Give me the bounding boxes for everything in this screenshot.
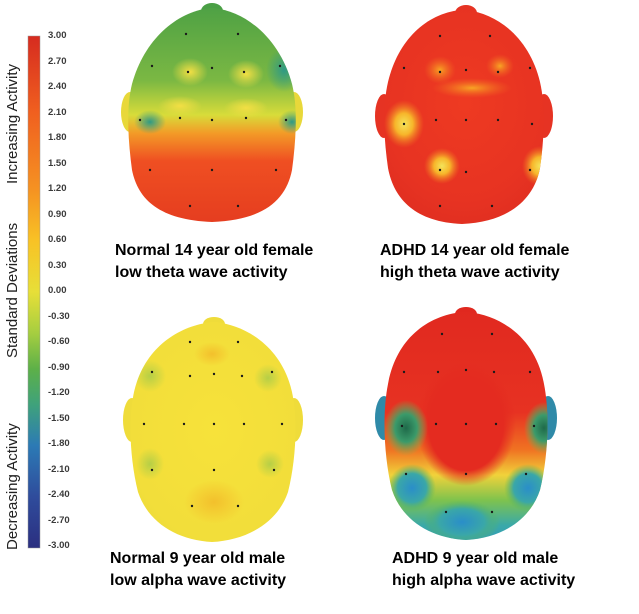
- caption-line-1: ADHD 14 year old female: [380, 242, 570, 259]
- colorbar-tick: 1.50: [48, 157, 67, 169]
- caption-line-2: low theta wave activity: [115, 264, 288, 281]
- colorbar-tick: -1.50: [48, 412, 70, 424]
- head-normal-theta: [121, 3, 303, 222]
- colorbar-tick: -3.00: [48, 540, 70, 551]
- colorbar-tick: -0.60: [48, 336, 70, 347]
- colorbar-frame: [27, 35, 41, 549]
- caption-adhd-theta: ADHD 14 year old female high theta wave …: [380, 240, 569, 284]
- colorbar-tick: -0.30: [48, 310, 70, 322]
- colorbar-tick: 1.80: [48, 132, 67, 143]
- colorbar-tick: 2.40: [48, 81, 67, 92]
- colorbar: [28, 36, 40, 548]
- colorbar-tick: -2.10: [48, 463, 70, 475]
- colorbar-title: Standard Deviations: [4, 222, 21, 358]
- colorbar-tick: 0.60: [48, 234, 67, 245]
- caption-normal-alpha: Normal 9 year old male low alpha wave ac…: [110, 548, 286, 592]
- head-normal-alpha: [123, 317, 303, 542]
- colorbar-tick: 0.90: [48, 208, 67, 220]
- colorbar-tick: 2.10: [48, 106, 67, 118]
- colorbar-tick: -1.80: [48, 438, 70, 449]
- colorbar-tick: 3.00: [48, 30, 67, 41]
- caption-normal-theta: Normal 14 year old female low theta wave…: [115, 240, 313, 284]
- caption-line-2: high theta wave activity: [380, 264, 560, 281]
- colorbar-tick: 1.20: [48, 183, 67, 194]
- colorbar-tick: 0.30: [48, 259, 67, 271]
- colorbar-tick: 2.70: [48, 55, 67, 67]
- caption-adhd-alpha: ADHD 9 year old male high alpha wave act…: [392, 548, 575, 592]
- colorbar-bottom-label: Decreasing Activity: [4, 423, 21, 550]
- caption-line-2: low alpha wave activity: [110, 572, 287, 589]
- caption-line-2: high alpha wave activity: [392, 572, 576, 589]
- electrode-markers: [138, 32, 536, 514]
- caption-line-1: ADHD 9 year old male: [392, 550, 559, 567]
- colorbar-top-label: Increasing Activity: [4, 63, 21, 184]
- head-adhd-alpha: [375, 307, 557, 540]
- caption-line-1: Normal 14 year old female: [115, 242, 314, 259]
- colorbar-tick: -0.90: [48, 361, 70, 373]
- head-adhd-theta: [375, 5, 553, 224]
- colorbar-tick: -2.40: [48, 489, 70, 500]
- caption-line-1: Normal 9 year old male: [110, 550, 286, 567]
- colorbar-tick: -1.20: [48, 387, 70, 398]
- colorbar-tick: -2.70: [48, 514, 70, 526]
- colorbar-tick: 0.00: [48, 285, 67, 296]
